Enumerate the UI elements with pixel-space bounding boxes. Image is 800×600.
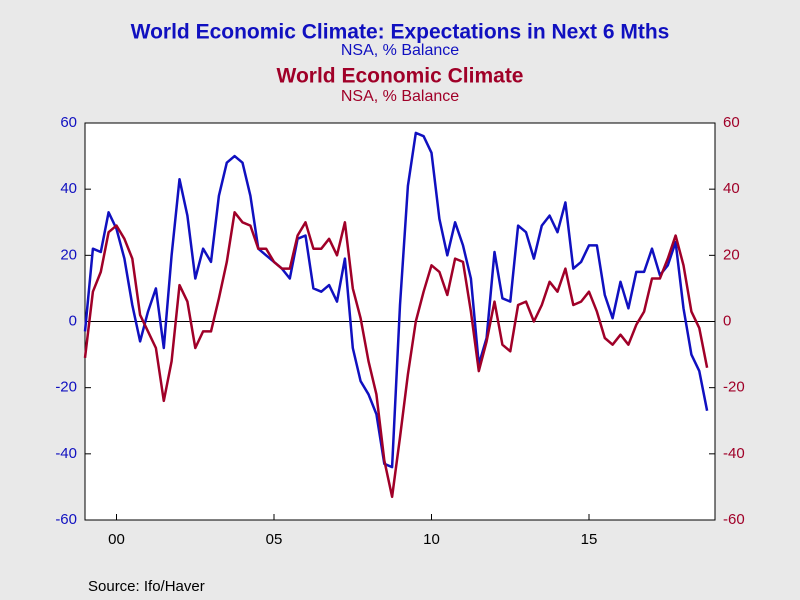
y2-tick-label: -40 [723,445,745,462]
y2-tick-label: 20 [723,246,740,263]
y-tick-label: 60 [60,114,77,131]
y-tick-label: 0 [69,312,77,329]
y2-tick-label: 0 [723,312,731,329]
chart-title-2: World Economic Climate [277,65,524,88]
x-tick-label: 00 [108,531,125,548]
data-line [83,131,709,469]
x-tick-label: 15 [581,531,598,548]
chart-subtitle-2: NSA, % Balance [341,88,459,105]
y-tick-label: 20 [60,246,77,263]
chart-title: World Economic Climate: Expectations in … [131,21,670,44]
source-note: Source: Ifo/Haver [88,578,205,595]
chart-subtitle: NSA, % Balance [341,42,459,59]
y2-tick-label: -20 [723,379,745,396]
y-tick-label: -20 [55,379,77,396]
x-tick-label: 10 [423,531,440,548]
y-tick-label: -60 [55,511,77,528]
x-tick-label: 05 [266,531,283,548]
y2-tick-label: 60 [723,114,740,131]
y-tick-label: -40 [55,445,77,462]
y2-tick-label: 40 [723,180,740,197]
data-line [83,211,709,499]
y2-tick-label: -60 [723,511,745,528]
y-tick-label: 40 [60,180,77,197]
